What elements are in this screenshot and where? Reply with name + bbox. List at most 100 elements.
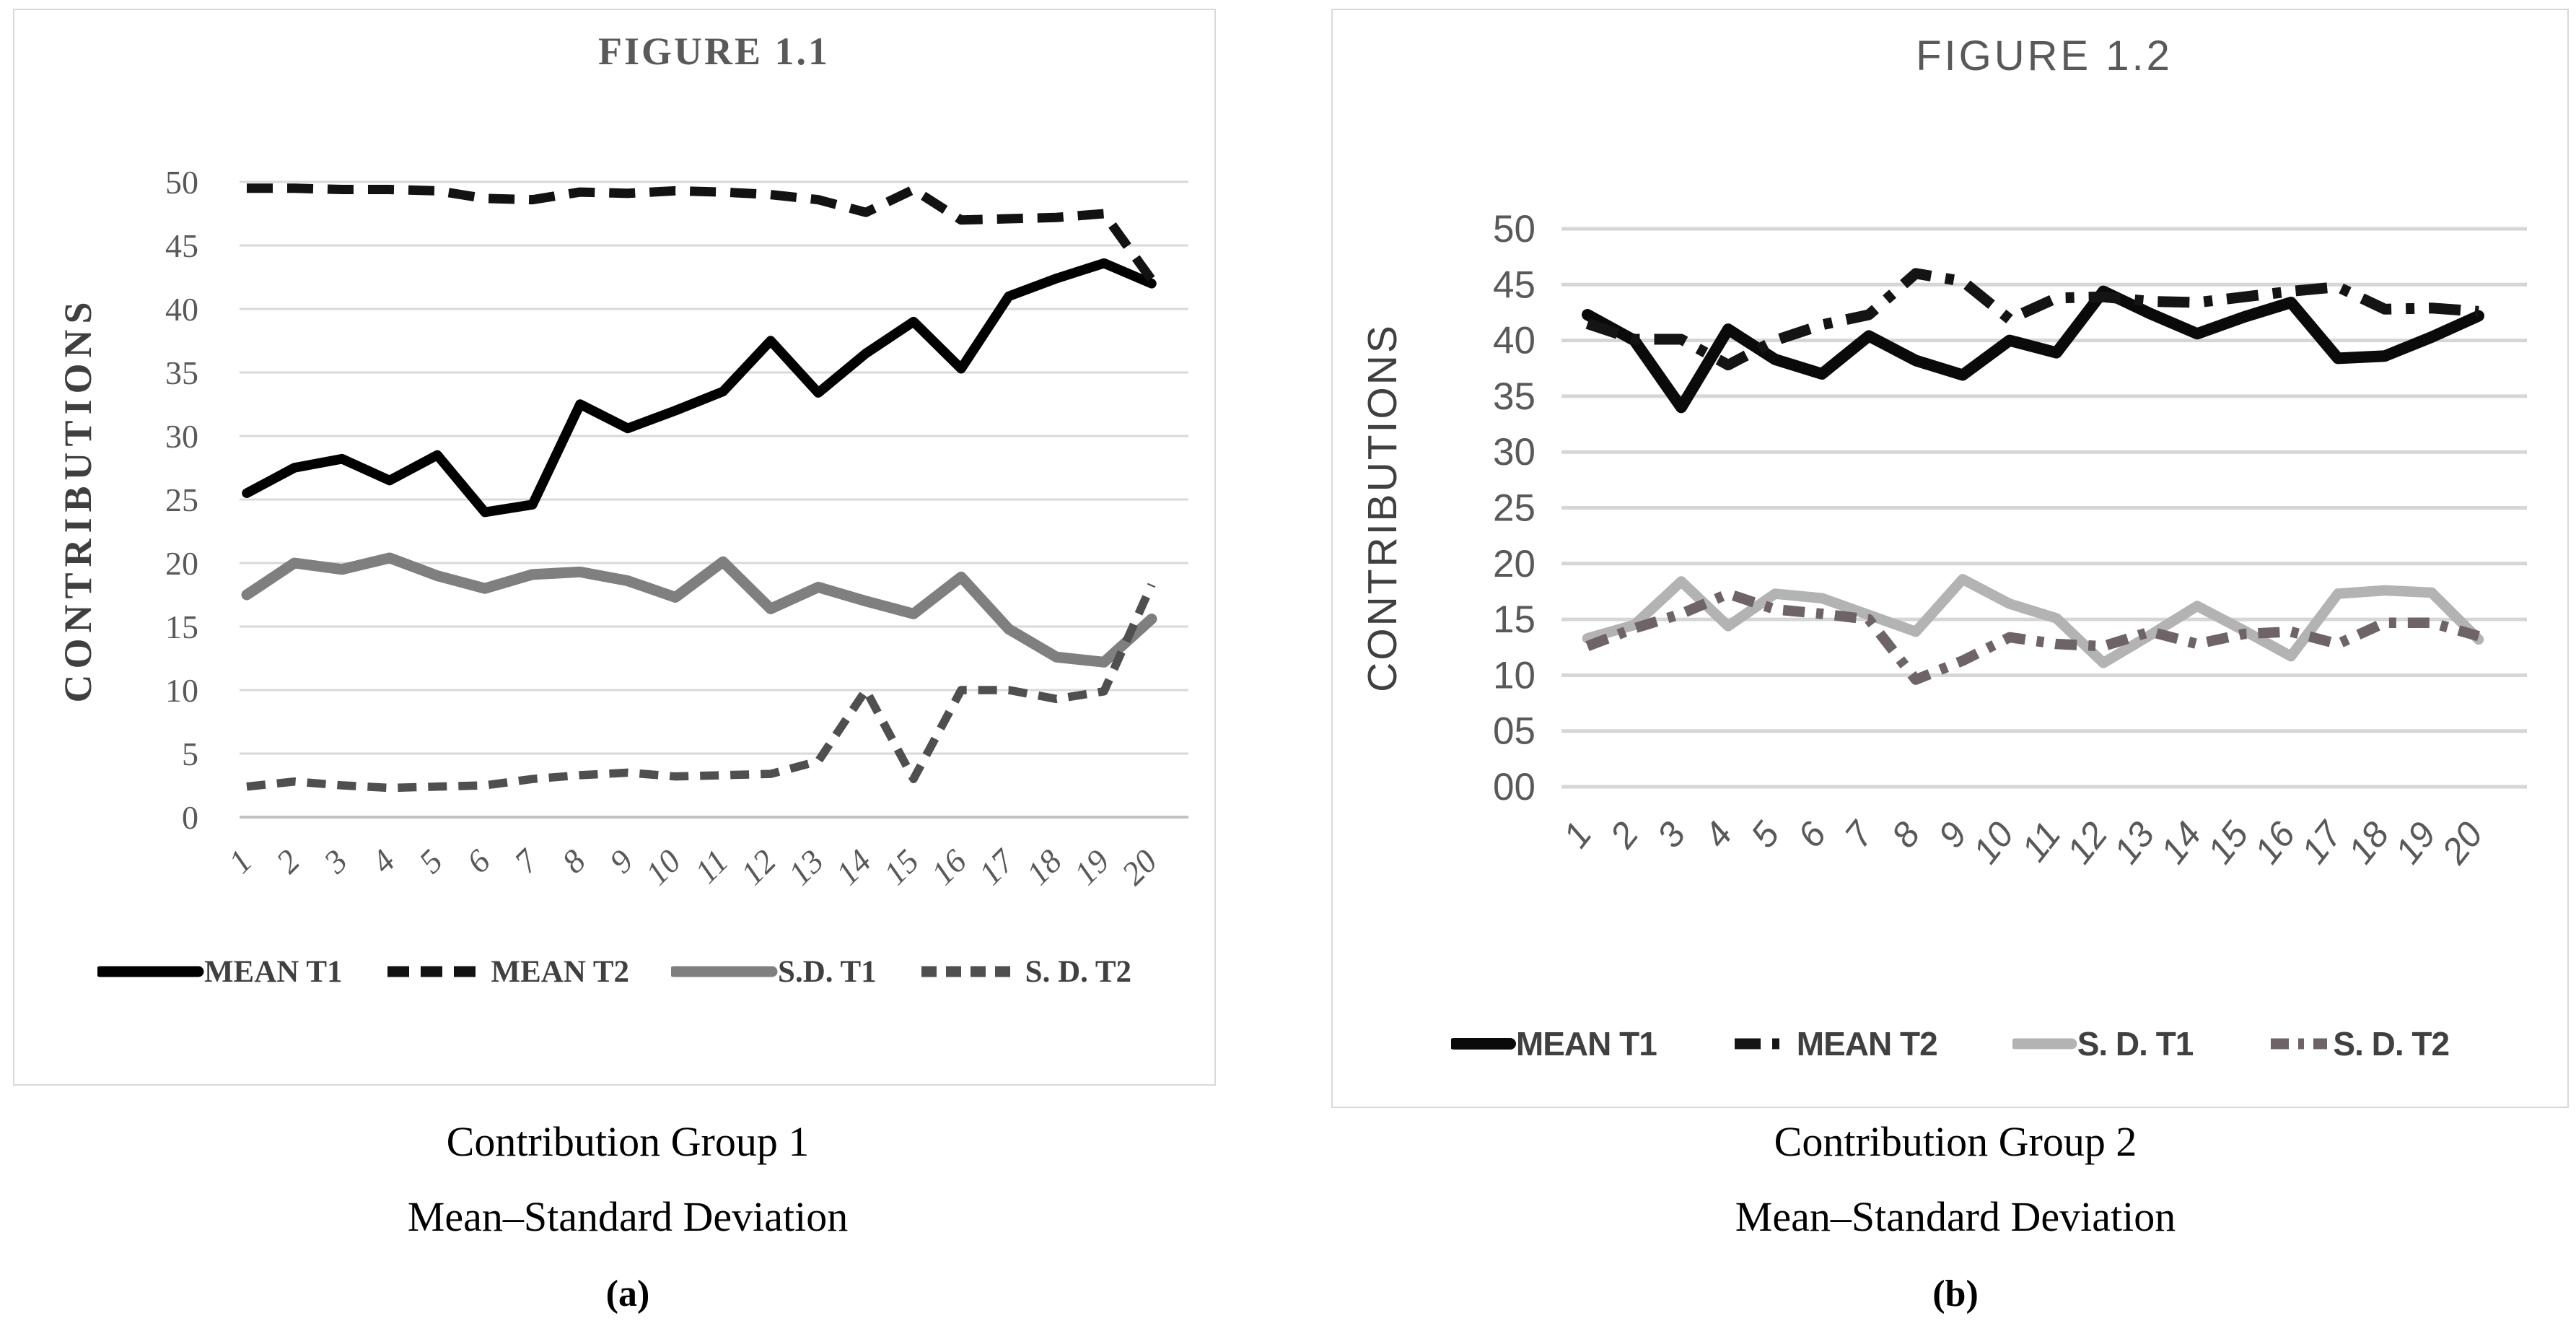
x-tick-label: 6 [460, 842, 497, 880]
y-tick-label: 25 [165, 481, 198, 518]
y-tick-label: 25 [1493, 487, 1535, 530]
y-tick-label: 35 [1493, 375, 1535, 418]
x-tick-label: 8 [555, 842, 592, 880]
series-line-mean-t1 [242, 258, 1157, 518]
legend-swatch [97, 966, 204, 977]
x-tick-label: 17 [2293, 814, 2351, 871]
caption-b-line1: Contribution Group 2 [1774, 1118, 2137, 1165]
series-line-s-d-t2 [246, 583, 1156, 793]
x-tick-label: 1 [1555, 814, 1599, 855]
legend-swatch [1734, 1038, 1791, 1050]
y-tick-label: 5 [182, 736, 198, 772]
caption-a-label: (a) [605, 1273, 650, 1314]
x-tick-label: 16 [2246, 814, 2303, 871]
series-line-s-d-t1 [1582, 574, 2484, 668]
legend-item-s-d-t2: S. D. T2 [919, 954, 1131, 990]
x-tick-label: 7 [1836, 814, 1882, 855]
legend-swatch [921, 966, 1020, 977]
x-tick-label: 5 [412, 842, 450, 880]
legend-item-mean-t2: MEAN T2 [1732, 1024, 1938, 1063]
series-line-s-d-t2 [1585, 588, 2480, 685]
x-tick-label: 17 [971, 842, 1022, 892]
x-tick-label: 10 [1965, 814, 2021, 871]
figure-1-2-title: FIGURE 1.2 [1916, 32, 2173, 79]
y-axis-title: CONTRIBUTIONS [1359, 323, 1406, 692]
series-line-s-d-t1 [241, 552, 1157, 668]
y-tick-label: 15 [1493, 598, 1535, 641]
legend-label: S.D. T1 [778, 954, 877, 989]
x-tick-label: 1 [222, 842, 259, 880]
x-tick-label: 15 [876, 842, 926, 892]
figure-1-1-title: FIGURE 1.1 [597, 30, 830, 73]
x-tick-label: 3 [316, 842, 354, 881]
y-tick-label: 40 [165, 291, 198, 328]
figure-1-1-legend: MEAN T1 MEAN T2 S.D. T1 S. D. T2 [14, 948, 1214, 995]
legend-item-mean-t1: MEAN T1 [97, 954, 343, 990]
y-tick-label: 0 [182, 799, 198, 836]
x-tick-label: 19 [2387, 814, 2443, 871]
y-tick-label: 15 [165, 609, 198, 645]
x-tick-label: 11 [2014, 814, 2069, 868]
x-tick-label: 4 [364, 842, 402, 880]
caption-a-line2: Mean–Standard Deviation [407, 1193, 849, 1240]
x-tick-label: 3 [1649, 814, 1693, 855]
legend-item-mean-t2: MEAN T2 [385, 954, 629, 990]
y-tick-label: 45 [165, 227, 198, 264]
x-tick-label: 20 [1114, 842, 1164, 892]
x-tick-label: 16 [924, 842, 973, 892]
caption-b-label: (b) [1932, 1273, 1979, 1314]
y-tick-label: 20 [1493, 543, 1535, 585]
x-tick-label: 5 [1743, 814, 1787, 855]
series-line-mean-t2 [1585, 268, 2479, 371]
x-tick-label: 2 [269, 842, 307, 880]
legend-item-mean-t1: MEAN T1 [1450, 1024, 1657, 1063]
y-axis-title: CONTRIBUTIONS [56, 296, 100, 702]
x-tick-label: 13 [2106, 814, 2162, 871]
figure-1-2-legend: MEAN T1 MEAN T2 S. D. T1 S. D. T2 [1333, 1021, 2567, 1067]
legend-swatch [671, 966, 778, 977]
legend-swatch [387, 966, 486, 977]
x-tick-label: 7 [507, 842, 546, 881]
x-tick-label: 6 [1789, 814, 1834, 855]
series-line-mean-t2 [247, 183, 1156, 283]
x-tick-label: 14 [828, 842, 878, 892]
legend-swatch [2271, 1038, 2328, 1050]
x-tick-label: 2 [1602, 814, 1647, 855]
caption-b-line2: Mean–Standard Deviation [1735, 1193, 2176, 1240]
legend-label: S. D. T2 [1025, 954, 1132, 989]
figure-1-2-panel: FIGURE 1.2 00 05 10 15 20 25 30 35 40 45 50 1 2 3 4 5 6 7… [1331, 9, 2569, 1108]
x-tick-label: 20 [2434, 814, 2491, 871]
caption-a-block: Contribution Group 1 Mean–Standard Devia… [159, 1104, 1097, 1334]
x-tick-label: 12 [733, 842, 783, 892]
y-tick-label: 50 [1493, 208, 1535, 250]
x-tick-label: 9 [603, 842, 640, 880]
legend-item-s-d-t1: S. D. T1 [2012, 1024, 2194, 1063]
x-tick-label: 14 [2152, 814, 2209, 871]
y-tick-label: 10 [165, 672, 198, 709]
legend-swatch [1450, 1038, 1516, 1050]
y-tick-label: 10 [1493, 654, 1535, 697]
y-tick-label: 20 [165, 545, 198, 582]
x-tick-label: 11 [688, 842, 735, 890]
y-tick-label: 05 [1493, 710, 1535, 753]
x-tick-label: 13 [781, 842, 831, 892]
y-tick-label: 35 [165, 354, 198, 391]
legend-item-s-d-t2: S. D. T2 [2268, 1024, 2450, 1063]
legend-label: MEAN T1 [203, 954, 343, 989]
x-tick-label: 18 [2340, 814, 2396, 871]
legend-label: S. D. T2 [2333, 1025, 2450, 1063]
x-tick-label: 4 [1696, 814, 1740, 855]
legend-label: S. D. T1 [2077, 1025, 2194, 1063]
y-tick-label: 30 [165, 418, 198, 455]
y-tick-label: 45 [1493, 263, 1535, 306]
x-tick-label: 15 [2199, 814, 2256, 871]
y-tick-label: 00 [1493, 766, 1535, 808]
y-tick-label: 40 [1493, 320, 1535, 362]
y-tick-label: 30 [1493, 431, 1535, 474]
legend-label: MEAN T1 [1515, 1025, 1657, 1063]
caption-b-block: Contribution Group 2 Mean–Standard Devia… [1486, 1104, 2424, 1334]
legend-swatch [2012, 1038, 2077, 1050]
x-tick-label: 8 [1883, 814, 1927, 855]
x-tick-label: 18 [1019, 842, 1069, 892]
